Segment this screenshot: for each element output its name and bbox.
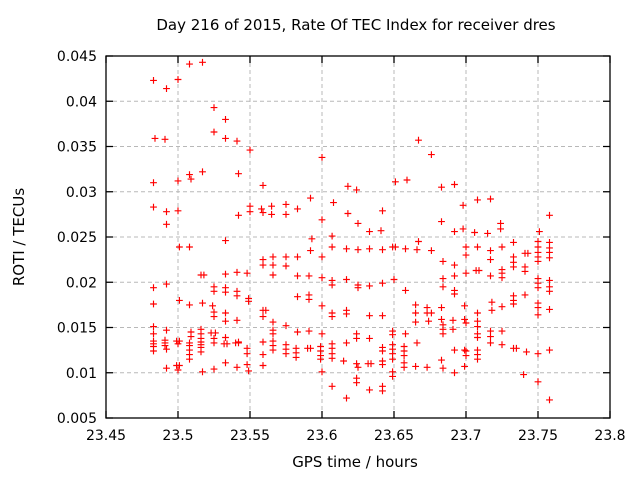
y-tick-label: 0.015 — [57, 321, 97, 337]
y-tick-label: 0.01 — [66, 366, 97, 382]
x-tick-label: 23.65 — [374, 428, 414, 444]
x-tick-labels: 23.45 23.5 23.55 23.6 23.65 23.7 23.75 23.8 — [86, 428, 626, 444]
y-tick-label: 0.02 — [66, 275, 97, 291]
y-tick-labels: 0.005 0.01 0.015 0.02 0.025 0.03 0.035 0.04 0.04… — [57, 49, 97, 427]
x-axis-label: GPS time / hours — [292, 453, 418, 471]
y-tick-label: 0.025 — [57, 230, 97, 246]
x-tick-label: 23.75 — [518, 428, 558, 444]
x-tick-label: 23.8 — [594, 428, 625, 444]
tick-marks — [105, 55, 611, 419]
x-tick-label: 23.55 — [230, 428, 270, 444]
x-tick-label: 23.6 — [306, 428, 337, 444]
chart-title: Day 216 of 2015, Rate Of TEC Index for r… — [156, 16, 555, 34]
y-tick-label: 0.005 — [57, 411, 97, 427]
y-tick-label: 0.035 — [57, 140, 97, 156]
data-points — [150, 58, 553, 404]
scatter-plus-markers — [150, 58, 553, 404]
x-tick-label: 23.7 — [450, 428, 481, 444]
axis-ticks — [105, 55, 611, 419]
x-tick-label: 23.5 — [162, 428, 193, 444]
y-tick-label: 0.04 — [66, 94, 97, 110]
y-tick-label: 0.03 — [66, 185, 97, 201]
x-tick-label: 23.45 — [86, 428, 126, 444]
y-axis-label: ROTI / TECUs — [10, 188, 28, 286]
y-tick-label: 0.045 — [57, 49, 97, 65]
